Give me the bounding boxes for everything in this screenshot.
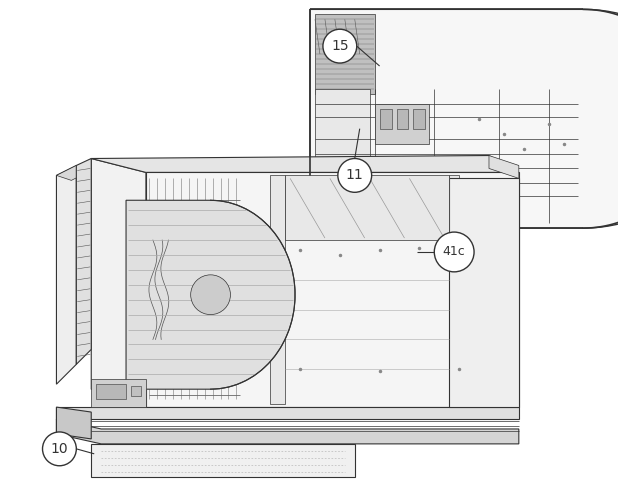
Text: 10: 10: [51, 442, 68, 456]
Polygon shape: [310, 9, 620, 228]
Circle shape: [43, 432, 76, 466]
Text: 15: 15: [331, 39, 348, 53]
Polygon shape: [91, 158, 146, 407]
Polygon shape: [56, 407, 519, 419]
Polygon shape: [450, 176, 459, 404]
Polygon shape: [126, 200, 295, 389]
Polygon shape: [146, 173, 519, 407]
Polygon shape: [315, 89, 370, 223]
Polygon shape: [76, 158, 91, 364]
Bar: [96, 384, 126, 399]
Polygon shape: [91, 444, 355, 477]
Polygon shape: [489, 155, 519, 178]
Bar: [379, 109, 392, 129]
Polygon shape: [56, 166, 76, 384]
Text: 11: 11: [346, 169, 363, 182]
Circle shape: [191, 275, 231, 315]
Polygon shape: [91, 155, 519, 173]
Bar: [131, 386, 141, 396]
Polygon shape: [315, 14, 374, 94]
Circle shape: [434, 232, 474, 272]
Polygon shape: [91, 379, 146, 407]
Circle shape: [323, 29, 356, 63]
Bar: [397, 109, 409, 129]
Polygon shape: [56, 407, 91, 439]
Polygon shape: [56, 166, 91, 180]
Polygon shape: [270, 176, 285, 404]
Polygon shape: [450, 178, 519, 407]
Bar: [374, 104, 429, 143]
Polygon shape: [285, 176, 450, 240]
Polygon shape: [56, 419, 519, 444]
Text: eReplacementParts.com: eReplacementParts.com: [225, 283, 395, 297]
Circle shape: [338, 158, 371, 192]
Bar: [414, 109, 425, 129]
Text: 41c: 41c: [443, 246, 466, 258]
